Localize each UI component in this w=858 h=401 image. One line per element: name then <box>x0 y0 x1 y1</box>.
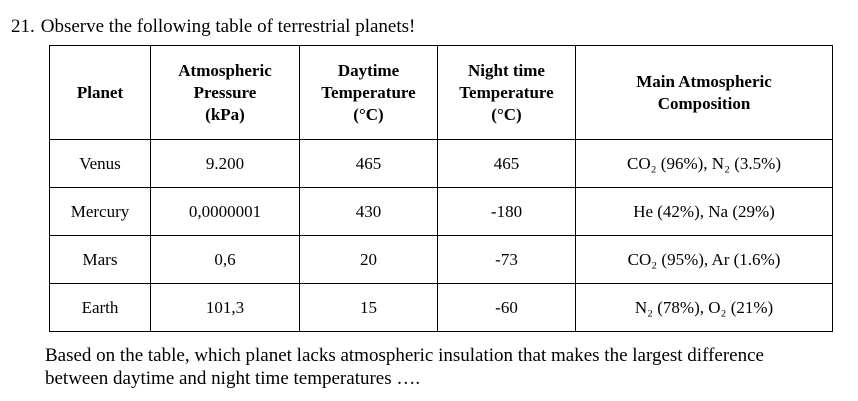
table-row: Mars 0,6 20 -73 CO₂ (95%), Ar (1.6%) <box>49 235 833 284</box>
header-night-temperature: Night time Temperature (°C) <box>437 45 576 140</box>
header-daytime-temperature: Daytime Temperature (°C) <box>299 45 438 140</box>
cell-pressure: 9.200 <box>150 139 300 188</box>
footer-line-1: Based on the table, which planet lacks a… <box>45 345 764 366</box>
question-prompt: Observe the following table of terrestri… <box>40 16 416 37</box>
header-planet: Planet <box>49 45 151 140</box>
question-number: 21. <box>11 16 35 37</box>
cell-planet: Earth <box>49 283 151 332</box>
question-footer: Based on the table, which planet lacks a… <box>45 344 845 390</box>
cell-daytime: 15 <box>299 283 438 332</box>
cell-night: 465 <box>437 139 576 188</box>
cell-pressure: 0,0000001 <box>150 187 300 236</box>
cell-night: -60 <box>437 283 576 332</box>
cell-composition: CO₂ (95%), Ar (1.6%) <box>575 235 833 284</box>
cell-planet: Venus <box>49 139 151 188</box>
cell-composition: He (42%), Na (29%) <box>575 187 833 236</box>
planets-table: Planet Atmospheric Pressure (kPa) Daytim… <box>49 45 833 332</box>
cell-daytime: 20 <box>299 235 438 284</box>
cell-composition: CO₂ (96%), N₂ (3.5%) <box>575 139 833 188</box>
cell-pressure: 101,3 <box>150 283 300 332</box>
question-heading: 21. Observe the following table of terres… <box>11 16 415 38</box>
table-row: Venus 9.200 465 465 CO₂ (96%), N₂ (3.5%) <box>49 139 833 188</box>
cell-pressure: 0,6 <box>150 235 300 284</box>
cell-planet: Mercury <box>49 187 151 236</box>
table-header-row: Planet Atmospheric Pressure (kPa) Daytim… <box>49 45 833 140</box>
header-composition: Main Atmospheric Composition <box>575 45 833 140</box>
cell-daytime: 465 <box>299 139 438 188</box>
cell-planet: Mars <box>49 235 151 284</box>
table-row: Earth 101,3 15 -60 N₂ (78%), O₂ (21%) <box>49 283 833 332</box>
footer-line-2: between daytime and night time temperatu… <box>45 368 421 389</box>
cell-night: -180 <box>437 187 576 236</box>
cell-night: -73 <box>437 235 576 284</box>
table-row: Mercury 0,0000001 430 -180 He (42%), Na … <box>49 187 833 236</box>
cell-composition: N₂ (78%), O₂ (21%) <box>575 283 833 332</box>
header-pressure: Atmospheric Pressure (kPa) <box>150 45 300 140</box>
cell-daytime: 430 <box>299 187 438 236</box>
